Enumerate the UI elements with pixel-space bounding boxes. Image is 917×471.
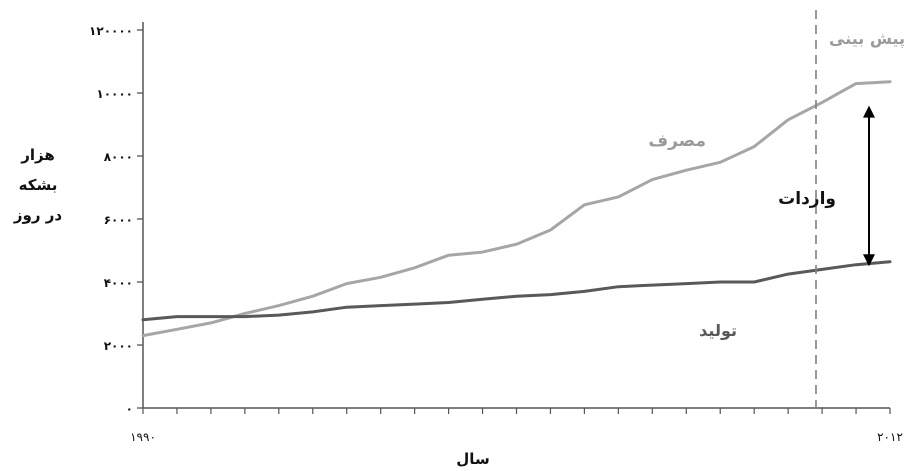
y-axis: ۰ ۲۰۰۰ ۴۰۰۰ ۶۰۰۰ ۸۰۰۰ ۱۰۰۰۰ ۱۲۰۰۰۰ — [89, 22, 144, 416]
x-tick-label: ۱۹۹۰ — [130, 430, 156, 444]
y-tick-label: ۸۰۰۰ — [104, 150, 133, 164]
y-axis-title-line-2: بشکه — [18, 176, 58, 194]
forecast-label: پیش بینی — [829, 29, 905, 49]
y-tick-label: ۲۰۰۰ — [104, 339, 133, 353]
x-axis: ۱۹۹۰ ۲۰۱۲ — [130, 407, 903, 444]
y-tick-label: ۶۰۰۰ — [104, 213, 133, 227]
y-tick-label: ۱۲۰۰۰۰ — [89, 24, 133, 38]
import-arrow-head-down — [863, 254, 875, 267]
series-line-production — [141, 260, 892, 322]
import-arrow — [863, 105, 875, 267]
x-axis-title: سال — [456, 450, 489, 468]
import-arrow-head-up — [863, 105, 875, 118]
y-axis-title-line-1: هزار — [21, 146, 55, 164]
series-layer: مصرف تولید — [141, 80, 892, 340]
import-label: واردات — [778, 189, 836, 209]
y-tick-label: ۰ — [126, 402, 133, 416]
x-tick-label: ۲۰۱۲ — [877, 430, 903, 444]
series-label-consumption: مصرف — [648, 131, 706, 151]
y-tick-label: ۴۰۰۰ — [104, 276, 133, 290]
series-line-consumption — [141, 80, 892, 338]
series-label-production: تولید — [699, 321, 737, 340]
y-tick-label: ۱۰۰۰۰ — [96, 87, 133, 101]
y-axis-title-line-3: در روز — [13, 206, 63, 224]
